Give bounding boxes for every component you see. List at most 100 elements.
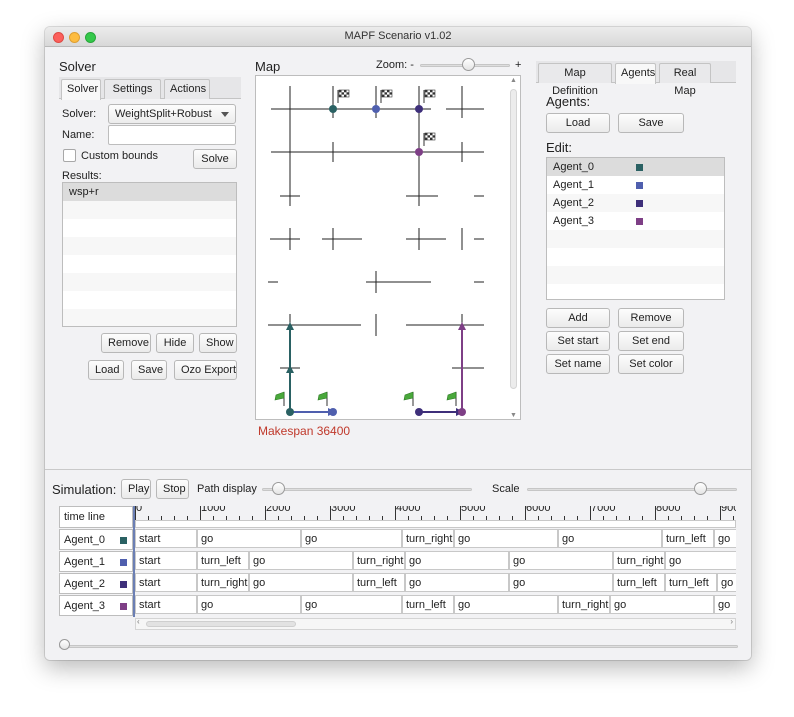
timeline-action-cell[interactable]: turn_right xyxy=(613,551,665,570)
timeline-grid[interactable]: 0 1000 2000 3000 4000 5000 6000 7000 8000 9000 st… xyxy=(135,506,736,616)
remove-agent-button[interactable]: Remove xyxy=(618,308,684,328)
set-name-button[interactable]: Set name xyxy=(546,354,610,374)
load-agents-button[interactable]: Load xyxy=(546,113,610,133)
timeline-action-cell[interactable]: go xyxy=(558,529,662,548)
ozo-export-button[interactable]: Ozo Export xyxy=(174,360,237,380)
timeline-action-cell[interactable]: turn_right xyxy=(402,529,454,548)
set-start-button[interactable]: Set start xyxy=(546,331,610,351)
scale-slider-thumb[interactable] xyxy=(694,482,707,495)
zoom-label: Zoom: - xyxy=(376,59,414,71)
timeline-agent-row-label[interactable]: Agent_0 xyxy=(59,529,133,550)
timeline-action-cell[interactable]: go xyxy=(405,551,509,570)
timeline-action-cell[interactable]: turn_right xyxy=(558,595,610,614)
timeline-action-cell[interactable]: start xyxy=(135,551,197,570)
app-window: MAPF Scenario v1.02 Solver Solver Settin… xyxy=(45,27,751,660)
agent-name: Agent_3 xyxy=(553,215,594,227)
timeline-action-cell[interactable]: go xyxy=(301,529,402,548)
agents-list[interactable]: Agent_0 Agent_1 Agent_2 Agent_3 xyxy=(546,157,725,300)
timeline-action-cell[interactable]: turn_right xyxy=(353,551,405,570)
timeline-action-cell[interactable]: go xyxy=(249,551,353,570)
tab-real-map[interactable]: Real Map xyxy=(659,63,711,83)
save-result-button[interactable]: Save xyxy=(131,360,167,380)
play-button[interactable]: Play xyxy=(121,479,151,499)
solver-title: Solver xyxy=(59,59,96,74)
timeline-action-cell[interactable]: go xyxy=(714,529,736,548)
hide-result-button[interactable]: Hide xyxy=(156,333,194,353)
map-scroll-thumb[interactable] xyxy=(510,89,517,389)
simulation-panel: Simulation: Play Stop Path display Scale… xyxy=(45,469,751,660)
set-color-button[interactable]: Set color xyxy=(618,354,684,374)
timeline-action-cell[interactable]: go xyxy=(714,595,736,614)
scroll-right-icon[interactable]: › xyxy=(730,617,733,626)
map-vertical-scrollbar[interactable]: ▲ ▼ xyxy=(509,79,518,416)
add-agent-button[interactable]: Add xyxy=(546,308,610,328)
tab-agents[interactable]: Agents xyxy=(615,63,656,84)
tab-solver[interactable]: Solver xyxy=(61,79,101,100)
show-result-button[interactable]: Show xyxy=(199,333,237,353)
scale-label: Scale xyxy=(492,483,520,495)
timeline-action-cell[interactable]: go xyxy=(454,529,558,548)
stop-button[interactable]: Stop xyxy=(156,479,189,499)
ruler-label: 5000 xyxy=(461,506,485,514)
scroll-up-icon[interactable]: ▲ xyxy=(510,77,517,84)
remove-result-button[interactable]: Remove xyxy=(101,333,151,353)
timeline-action-cell[interactable]: go xyxy=(610,595,714,614)
agent-list-item[interactable]: Agent_2 xyxy=(547,194,724,212)
path-display-slider-thumb[interactable] xyxy=(272,482,285,495)
timeline-horizontal-scrollbar[interactable]: ‹ › xyxy=(135,618,736,630)
solver-select[interactable]: WeightSplit+Robust xyxy=(108,104,236,124)
timeline-action-cell[interactable]: start xyxy=(135,529,197,548)
simulation-position-thumb[interactable] xyxy=(59,639,70,650)
agent-name: Agent_0 xyxy=(553,161,594,173)
results-list[interactable]: wsp+r xyxy=(62,182,237,327)
timeline-action-cell[interactable]: go xyxy=(717,573,736,592)
tab-actions[interactable]: Actions xyxy=(164,79,210,99)
timeline-action-cell[interactable]: start xyxy=(135,573,197,592)
timeline-header: time line xyxy=(59,506,133,528)
green-flag-icon xyxy=(404,392,413,406)
agent-3-goal xyxy=(415,148,423,156)
tab-settings[interactable]: Settings xyxy=(104,79,161,99)
simulation-position-slider[interactable] xyxy=(59,645,738,648)
set-end-button[interactable]: Set end xyxy=(618,331,684,351)
scroll-left-icon[interactable]: ‹ xyxy=(137,617,140,626)
timeline-action-cell[interactable]: turn_left xyxy=(353,573,405,592)
save-agents-button[interactable]: Save xyxy=(618,113,684,133)
timeline-agent-row-label[interactable]: Agent_1 xyxy=(59,551,133,572)
timeline-action-cell[interactable]: turn_left xyxy=(197,551,249,570)
agent-list-item[interactable]: Agent_3 xyxy=(547,212,724,230)
results-list-item[interactable]: wsp+r xyxy=(63,183,236,201)
zoom-slider-thumb[interactable] xyxy=(462,58,475,71)
timeline-action-cell[interactable]: turn_left xyxy=(613,573,665,592)
load-result-button[interactable]: Load xyxy=(88,360,124,380)
agent-list-item[interactable]: Agent_1 xyxy=(547,176,724,194)
scroll-down-icon[interactable]: ▼ xyxy=(510,412,517,419)
timeline-agent-row-label[interactable]: Agent_3 xyxy=(59,595,133,616)
timeline-action-cell[interactable]: turn_right xyxy=(197,573,249,592)
timeline-action-cell[interactable]: go xyxy=(454,595,558,614)
timeline-action-cell[interactable]: start xyxy=(135,595,197,614)
timeline-action-cell[interactable]: go xyxy=(197,529,301,548)
ruler-label: 8000 xyxy=(656,506,680,514)
name-input[interactable] xyxy=(108,125,236,145)
timeline-action-cell[interactable]: go xyxy=(301,595,402,614)
map-canvas[interactable]: ▲ ▼ xyxy=(255,75,521,420)
timeline-action-cell[interactable]: turn_left xyxy=(662,529,714,548)
solve-button[interactable]: Solve xyxy=(193,149,237,169)
timeline-action-cell[interactable]: go xyxy=(197,595,301,614)
tab-map-definition[interactable]: Map Definition xyxy=(538,63,612,83)
timeline-action-cell[interactable]: turn_left xyxy=(665,573,717,592)
agent-list-item[interactable]: Agent_0 xyxy=(547,158,724,176)
custom-bounds-checkbox[interactable] xyxy=(63,149,76,162)
path-display-slider[interactable] xyxy=(262,488,472,491)
timeline-action-cell[interactable]: go xyxy=(249,573,353,592)
timeline-agent-row-label[interactable]: Agent_2 xyxy=(59,573,133,594)
timeline-scroll-thumb[interactable] xyxy=(146,621,296,627)
timeline-action-cell[interactable]: turn_left xyxy=(402,595,454,614)
timeline-action-cell[interactable]: go xyxy=(509,573,613,592)
timeline-action-cell[interactable]: go xyxy=(665,551,736,570)
timeline-action-cell[interactable]: go xyxy=(405,573,509,592)
timeline-action-cell[interactable]: go xyxy=(509,551,613,570)
agent-1-goal xyxy=(372,105,380,113)
ruler-label: 2000 xyxy=(266,506,290,514)
